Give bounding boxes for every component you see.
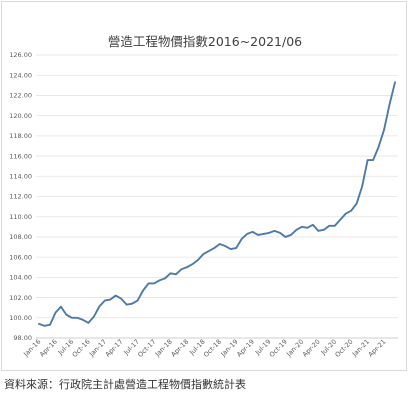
chart-frame	[1, 1, 407, 371]
y-tick-label: 112.00	[9, 193, 32, 201]
x-tick-label: Oct-20	[333, 338, 354, 359]
y-tick-label: 124.00	[9, 71, 32, 79]
x-tick-label: Jan-20	[284, 338, 305, 359]
series-layer	[38, 81, 396, 327]
chart-title: 營造工程物價指數2016~2021/06	[107, 34, 303, 49]
y-tick-label: 104.00	[9, 274, 32, 282]
y-tick-label: 108.00	[9, 233, 32, 241]
y-tick-label: 102.00	[9, 294, 32, 302]
source-note: 資料來源：行政院主計處營造工程物價指數統計表	[4, 378, 246, 391]
y-tick-label: 118.00	[9, 132, 32, 140]
y-tick-label: 98.00	[13, 334, 32, 342]
x-tick-label: Jan-21	[350, 338, 371, 359]
x-tick-label: Oct-18	[202, 338, 223, 359]
y-tick-label: 110.00	[9, 213, 32, 221]
y-tick-label: 126.00	[9, 51, 32, 59]
line-chart: 98.00 100.00 102.00 104.00 106.00 108.00 110.0…	[9, 51, 398, 359]
y-axis-ticks: 98.00 100.00 102.00 104.00 106.00 108.00 110.0…	[9, 51, 32, 342]
x-tick-label: Apr-20	[301, 338, 322, 359]
x-tick-label: Apr-17	[104, 338, 125, 359]
y-tick-label: 100.00	[9, 314, 32, 322]
x-tick-label: Apr-21	[367, 338, 388, 359]
x-tick-label: Apr-19	[235, 338, 256, 359]
x-tick-label: Oct-16	[71, 338, 92, 359]
x-tick-label: Jan-19	[219, 338, 240, 359]
x-axis-ticks: Jan-16Apr-16Jul-16Oct-16Jan-17Apr-17Jul-…	[21, 338, 387, 359]
y-tick-label: 122.00	[9, 92, 32, 100]
x-tick-label: Oct-19	[268, 338, 289, 359]
y-tick-label: 114.00	[9, 172, 32, 180]
x-tick-label: Jan-17	[87, 338, 108, 359]
y-tick-label: 120.00	[9, 112, 32, 120]
x-tick-label: Apr-18	[169, 338, 190, 359]
x-tick-label: Oct-17	[136, 338, 157, 359]
y-tick-label: 116.00	[9, 152, 32, 160]
y-tick-label: 106.00	[9, 253, 32, 261]
gridlines	[36, 54, 398, 339]
series-line	[38, 81, 396, 327]
x-tick-label: Jan-18	[153, 338, 174, 359]
x-tick-label: Apr-16	[38, 338, 59, 359]
